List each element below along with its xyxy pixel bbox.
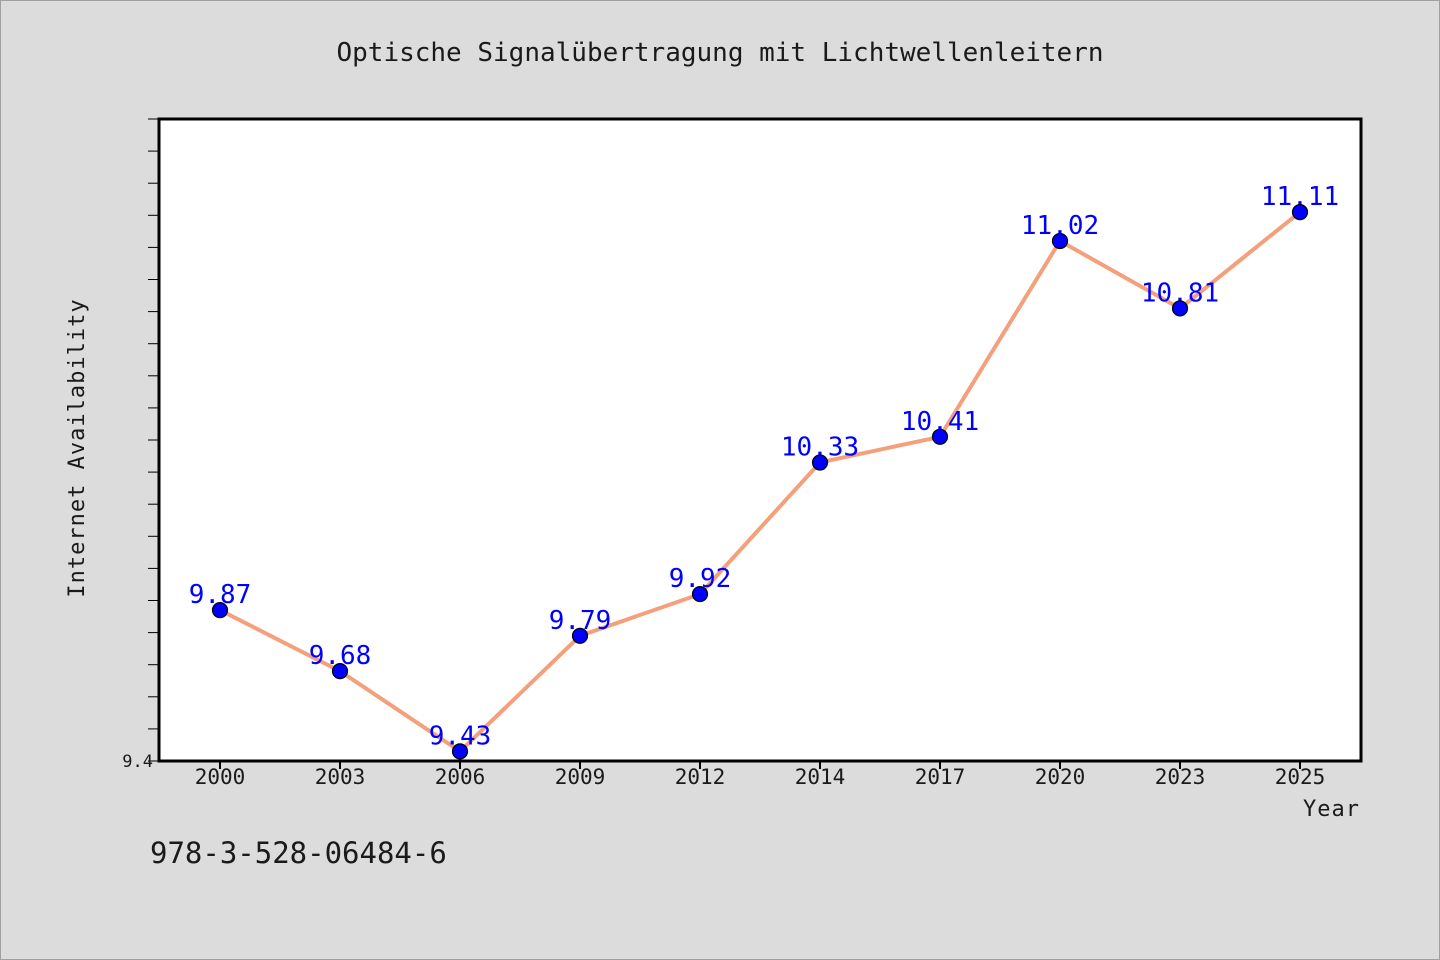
x-tick-label: 2014 <box>795 765 846 789</box>
data-point-marker <box>331 663 349 680</box>
x-tick-label: 2020 <box>1035 765 1086 789</box>
x-tick-label: 2023 <box>1155 765 1206 789</box>
data-point-marker <box>1291 203 1309 221</box>
x-tick-label: 2017 <box>915 765 966 789</box>
x-axis-label: Year <box>1303 797 1360 822</box>
x-tick-label: 2025 <box>1275 765 1326 789</box>
series-line <box>219 210 1302 754</box>
isbn-footer: 978-3-528-06484-6 <box>150 836 447 870</box>
x-tick-label: 2006 <box>435 765 486 789</box>
series-group: 9.879.689.439.799.9210.3310.4111.0210.81… <box>189 182 1339 760</box>
data-point-marker <box>691 585 709 603</box>
data-point-marker <box>1051 232 1069 250</box>
plot-area <box>157 117 1363 763</box>
data-point-marker <box>811 454 829 471</box>
data-point-marker <box>571 627 589 644</box>
data-point-marker <box>451 743 469 760</box>
x-tick-label: 2012 <box>675 765 726 789</box>
x-axis-ticks: 2000 2003 2006 2009 2012 2014 2017 2020 2023 2025 <box>195 761 1326 789</box>
data-point-marker <box>931 428 949 445</box>
data-point-marker <box>211 602 229 619</box>
x-tick-label: 2003 <box>315 765 366 789</box>
y-axis-label: Internet Availability <box>65 298 90 597</box>
chart-title: Optische Signalübertragung mit Lichtwell… <box>336 38 1103 68</box>
data-point-marker <box>1171 300 1189 317</box>
y-tick-label: 9.4 <box>122 752 153 772</box>
y-axis-ticks: 9.4 <box>122 118 159 772</box>
x-tick-label: 2000 <box>195 765 246 789</box>
x-tick-label: 2009 <box>555 765 606 789</box>
